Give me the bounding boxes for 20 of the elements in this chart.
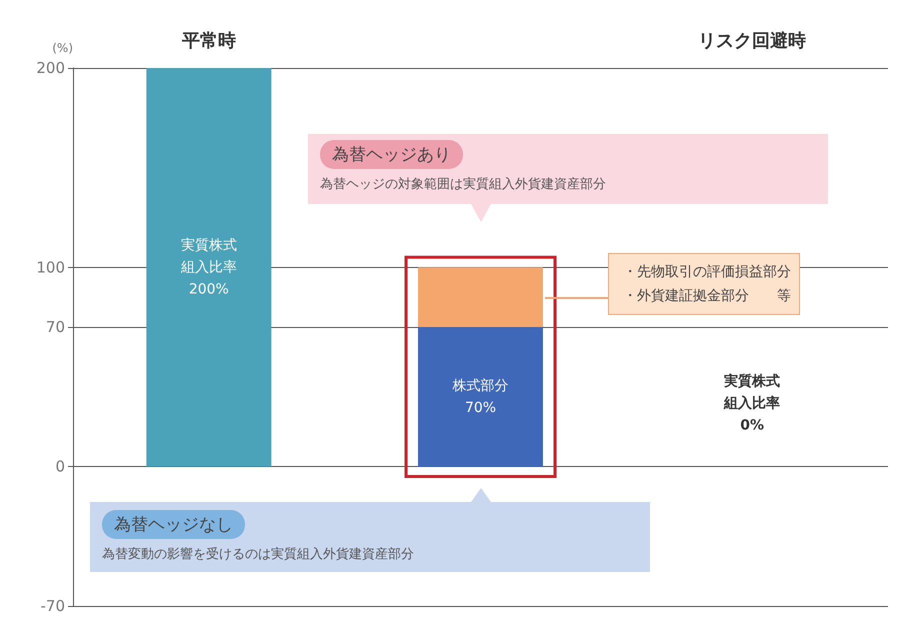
annotation: 為替ヘッジなし bbox=[102, 510, 245, 540]
bar bbox=[418, 327, 543, 467]
bar bbox=[146, 68, 272, 467]
y-tick-label: -70 bbox=[40, 597, 65, 615]
y-tick-label: 0 bbox=[55, 458, 65, 476]
y-axis-title: (%) bbox=[52, 41, 73, 55]
annotation: 為替変動の影響を受けるのは実質組入外貨建資産部分 bbox=[102, 546, 415, 564]
data-label: 実質株式組入比率0% bbox=[723, 372, 780, 434]
data-label: 株式部分70% bbox=[452, 378, 508, 416]
y-tick-label: 70 bbox=[46, 318, 65, 336]
annotation: 為替ヘッジあり bbox=[320, 140, 463, 169]
data-label: 実質株式組入比率200% bbox=[180, 237, 237, 298]
x-tick-label: 平常時 bbox=[180, 30, 236, 52]
y-tick-label: 100 bbox=[36, 258, 65, 276]
annotation: 為替ヘッジの対象範囲は実質組入外貨建資産部分 bbox=[320, 176, 607, 193]
x-tick-label: リスク回避時 bbox=[698, 30, 806, 52]
y-tick-label: 200 bbox=[36, 59, 65, 77]
bar bbox=[418, 267, 543, 328]
annotation: ・先物取引の評価損益部分 bbox=[622, 263, 791, 282]
annotation: ・外貨建証拠金部分 等 bbox=[622, 287, 791, 306]
